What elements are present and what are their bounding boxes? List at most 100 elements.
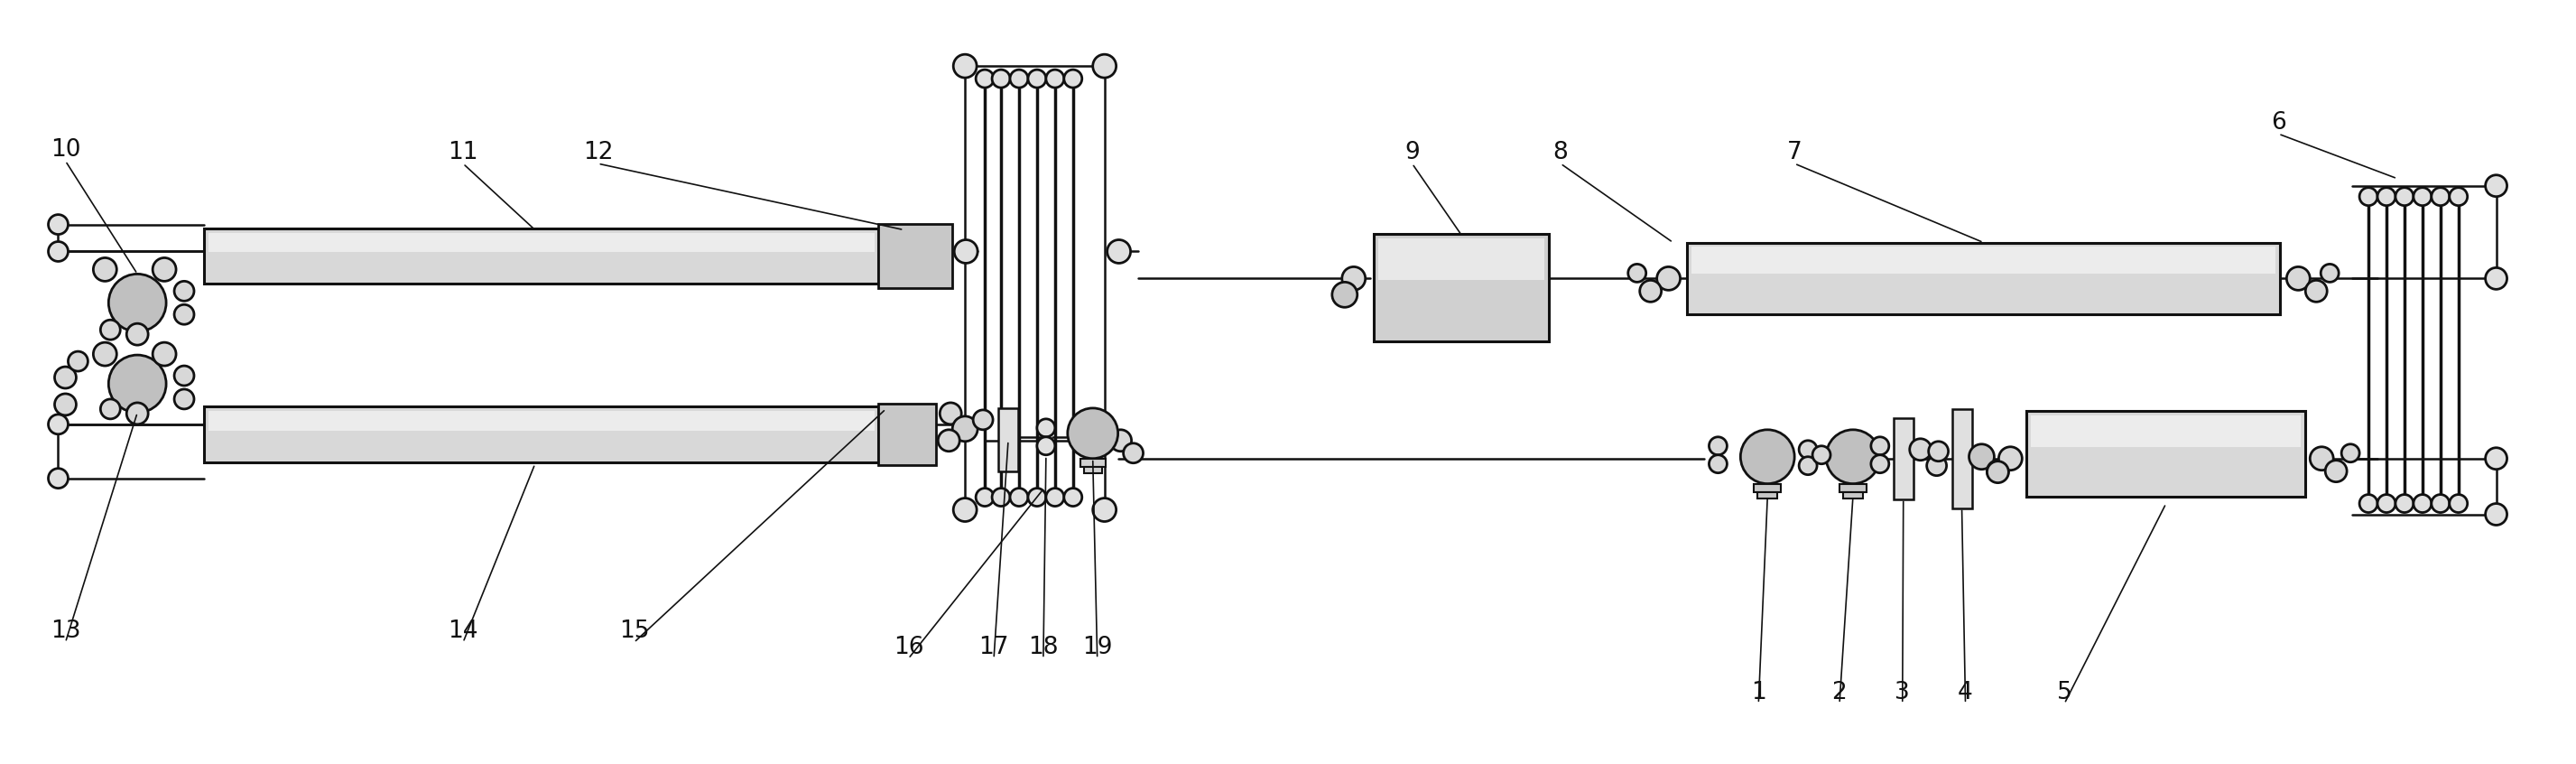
Bar [1690,247,2275,274]
Circle shape [2414,188,2432,206]
Bar [1378,238,1546,280]
Circle shape [1798,441,1816,458]
Bar [204,228,878,284]
Circle shape [1064,70,1082,88]
Circle shape [1028,488,1046,507]
Circle shape [93,342,116,366]
Circle shape [152,342,175,366]
Circle shape [2432,494,2450,513]
Circle shape [1064,488,1082,507]
Text: 12: 12 [582,141,613,164]
Bar [1953,409,1971,508]
Circle shape [2311,447,2334,470]
Circle shape [1870,437,1888,455]
Circle shape [93,257,116,281]
Text: 8: 8 [1553,141,1569,164]
Circle shape [2396,494,2414,513]
Circle shape [1708,455,1726,473]
Circle shape [1028,70,1046,88]
Circle shape [2432,188,2450,206]
Circle shape [1092,54,1115,78]
Circle shape [1656,267,1680,290]
Circle shape [175,281,193,301]
Text: 15: 15 [618,620,649,643]
Bar [1687,242,2280,315]
Circle shape [108,355,167,413]
Circle shape [1814,446,1832,464]
Circle shape [953,416,979,442]
Circle shape [49,468,67,488]
Circle shape [49,241,67,261]
Circle shape [1927,456,1947,476]
Circle shape [992,70,1010,88]
Circle shape [1046,488,1064,507]
Bar [1084,467,1103,473]
Circle shape [1708,437,1726,455]
Circle shape [2414,494,2432,513]
Circle shape [2486,175,2506,196]
Circle shape [1628,264,1646,282]
Circle shape [2326,460,2347,482]
Bar [1373,234,1548,342]
Text: 6: 6 [2272,111,2285,134]
Circle shape [2396,188,2414,206]
Circle shape [992,488,1010,507]
Circle shape [1986,461,2009,483]
Bar [209,232,873,252]
Circle shape [953,498,976,522]
Circle shape [1010,70,1028,88]
Text: 14: 14 [448,620,479,643]
Circle shape [126,323,149,345]
Text: 19: 19 [1082,636,1113,659]
Text: 7: 7 [1788,141,1803,164]
Circle shape [100,399,121,419]
Circle shape [1968,444,1994,469]
Circle shape [1929,442,1947,461]
Circle shape [953,54,976,78]
Text: 10: 10 [52,138,80,161]
Circle shape [1092,498,1115,522]
Circle shape [2287,267,2311,290]
Circle shape [1066,408,1118,458]
Circle shape [2360,188,2378,206]
Circle shape [1038,437,1056,455]
Circle shape [49,414,67,434]
Circle shape [2342,444,2360,462]
Circle shape [1046,70,1064,88]
Circle shape [100,320,121,340]
Bar [2030,416,2300,448]
Text: 1: 1 [1752,681,1767,704]
Circle shape [152,257,175,281]
Bar [204,406,878,462]
Circle shape [175,389,193,409]
Text: 5: 5 [2056,681,2071,704]
Circle shape [1826,429,1880,484]
Circle shape [1123,443,1144,463]
Circle shape [1986,460,2009,482]
Circle shape [1798,457,1816,474]
Bar [1757,492,1777,498]
Circle shape [1999,447,2022,470]
Text: 18: 18 [1028,636,1059,659]
Text: 17: 17 [979,636,1010,659]
Circle shape [974,410,992,429]
Circle shape [2450,494,2468,513]
Bar [999,408,1018,471]
Circle shape [108,274,167,332]
Circle shape [1332,282,1358,307]
Circle shape [1870,455,1888,473]
Circle shape [1108,240,1131,263]
Text: 4: 4 [1958,681,1973,704]
Circle shape [54,393,77,416]
Bar [878,224,953,288]
Circle shape [2306,280,2326,302]
Circle shape [2486,503,2506,525]
Circle shape [976,70,994,88]
Circle shape [976,488,994,507]
Circle shape [2360,494,2378,513]
Text: 11: 11 [448,141,479,164]
Bar [1839,484,1868,492]
Bar [1754,484,1780,492]
Circle shape [2486,448,2506,469]
Circle shape [1110,429,1131,452]
